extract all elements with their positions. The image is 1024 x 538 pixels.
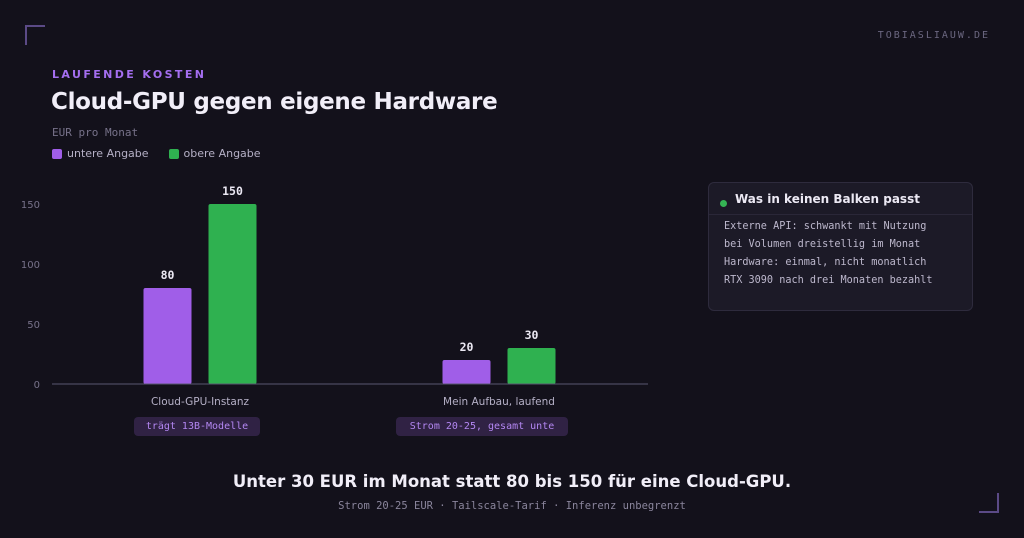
note-title: Was in keinen Balken passt	[735, 192, 920, 206]
corner-decoration-top-left	[25, 25, 45, 45]
corner-decoration-bottom-right	[979, 493, 999, 513]
note-line: Externe API: schwankt mit Nutzung	[724, 221, 927, 232]
x-category-label: Mein Aufbau, laufend	[443, 396, 555, 408]
legend-item-lower: untere Angabe	[52, 147, 149, 160]
bar-value-label: 80	[161, 268, 175, 282]
note-header: Was in keinen Balken passt	[709, 183, 972, 215]
category-tag-cloud: trägt 13B-Modelle	[134, 417, 260, 436]
legend-item-upper: obere Angabe	[168, 147, 261, 160]
site-name: TOBIASLIAUW.DE	[877, 30, 990, 41]
category-tag-own: Strom 20-25, gesamt unte	[396, 417, 568, 436]
legend-swatch-upper	[168, 148, 179, 159]
legend: untere Angabe obere Angabe	[52, 147, 261, 160]
bar-lower	[442, 360, 491, 384]
x-category-label: Cloud-GPU-Instanz	[151, 396, 250, 408]
y-tick-label: 150	[21, 200, 40, 211]
bar-upper	[507, 348, 556, 384]
headline: Unter 30 EUR im Monat statt 80 bis 150 f…	[232, 472, 792, 491]
chart-subtitle: EUR pro Monat	[52, 126, 139, 139]
y-tick-label: 100	[21, 260, 40, 271]
chart-title: Cloud-GPU gegen eigene Hardware	[51, 89, 498, 115]
eyebrow-label: LAUFENDE KOSTEN	[52, 68, 207, 81]
legend-swatch-lower	[52, 148, 62, 159]
legend-label-lower: untere Angabe	[67, 147, 149, 160]
note-line: Hardware: einmal, nicht monatlich	[724, 257, 927, 268]
y-tick-label: 50	[27, 320, 40, 331]
bar-lower	[143, 288, 192, 384]
note-body: Externe API: schwankt mit Nutzung bei Vo…	[709, 215, 972, 290]
status-dot-icon	[720, 199, 727, 207]
footnote: Strom 20-25 EUR · Tailscale-Tarif · Infe…	[338, 500, 686, 512]
bar-chart: 0 50 100 150 80 150 Cloud-GPU-Instanz 20 30 Mein …	[21, 184, 648, 408]
bar-value-label: 20	[460, 340, 474, 354]
note-card: Was in keinen Balken passt Externe API: …	[708, 182, 973, 311]
bar-value-label: 30	[525, 328, 539, 342]
y-tick-label: 0	[34, 380, 40, 391]
note-line: RTX 3090 nach drei Monaten bezahlt	[724, 275, 933, 286]
legend-label-upper: obere Angabe	[183, 147, 261, 160]
note-line: bei Volumen dreistellig im Monat	[724, 239, 921, 250]
bar-value-label: 150	[222, 184, 243, 198]
bar-upper	[208, 204, 257, 384]
